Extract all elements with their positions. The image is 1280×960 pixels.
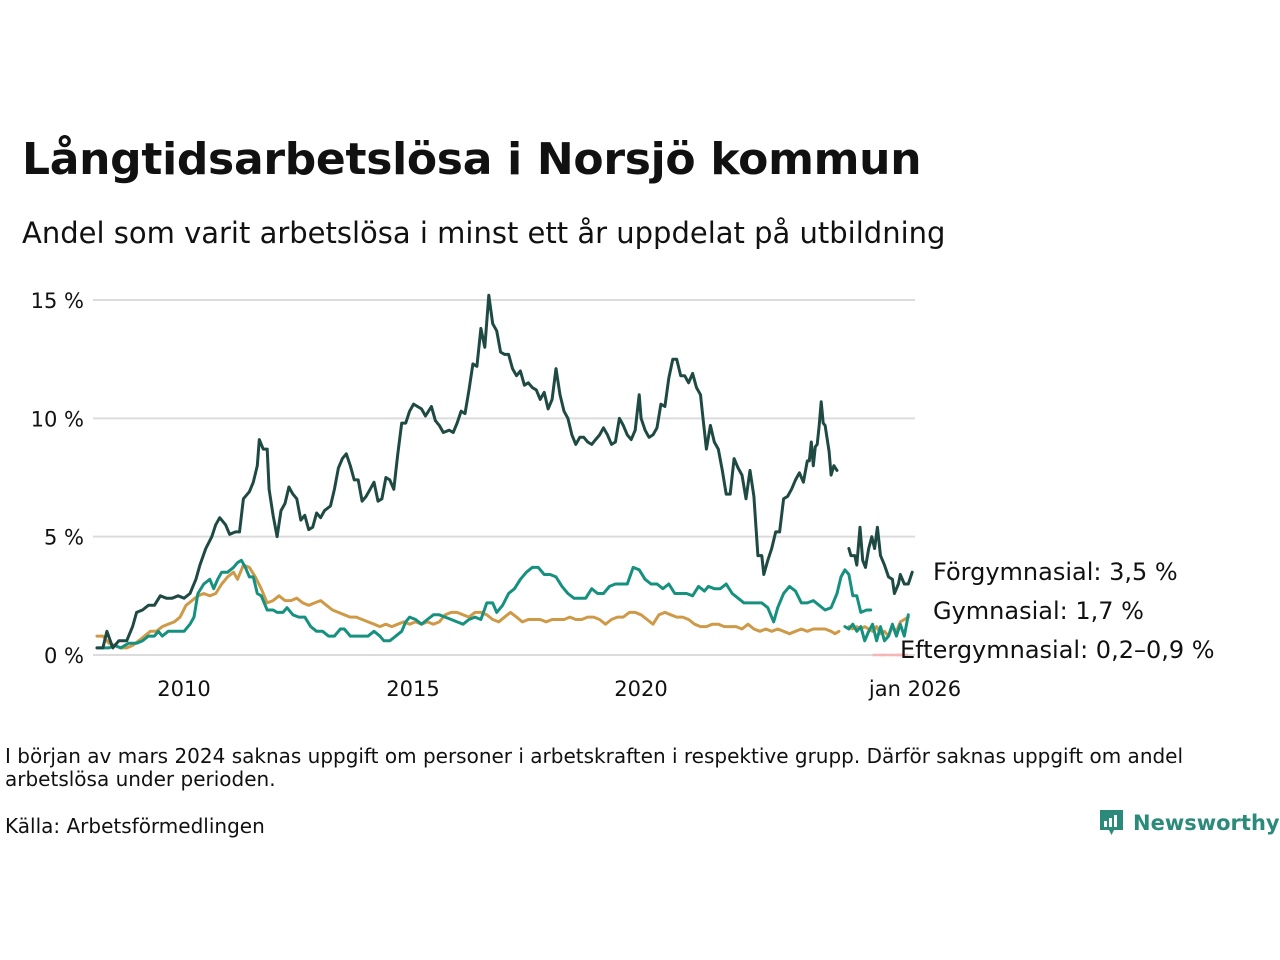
y-tick-label: 10 %: [31, 407, 84, 431]
end-label-eftergymnasial: Eftergymnasial: 0,2–0,9 %: [900, 636, 1215, 664]
series-lines: [95, 293, 914, 650]
x-tick-label: 2015: [386, 677, 439, 701]
end-label-forgymnasial: Förgymnasial: 3,5 %: [933, 558, 1178, 586]
gridlines: [93, 299, 915, 656]
x-tick-label: 2020: [614, 677, 667, 701]
page-title: Långtidsarbetslösa i Norsjö kommun: [22, 134, 922, 185]
brand-name: Newsworthy: [1133, 811, 1280, 835]
series-line-gymnasial: [95, 558, 910, 650]
source-text: Källa: Arbetsförmedlingen: [5, 814, 265, 838]
range-band: [896, 653, 909, 657]
y-tick-label: 0 %: [44, 644, 84, 668]
x-axis: 2010 2015 2020 jan 2026: [157, 677, 961, 701]
page-subtitle: Andel som varit arbetslösa i minst ett å…: [22, 216, 946, 250]
range-band: [880, 653, 893, 657]
end-labels: Förgymnasial: 3,5 % Gymnasial: 1,7 % Eft…: [900, 558, 1215, 664]
y-tick-label: 5 %: [44, 526, 84, 550]
x-tick-label: 2010: [157, 677, 210, 701]
x-tick-label: jan 2026: [868, 677, 961, 701]
y-axis: 0 % 5 % 10 % 15 %: [31, 289, 84, 668]
newsworthy-logo-icon: [1100, 810, 1123, 835]
footnote: I början av mars 2024 saknas uppgift om …: [5, 744, 1184, 791]
end-label-gymnasial: Gymnasial: 1,7 %: [933, 597, 1144, 625]
series-line-förgymnasial: [95, 293, 914, 650]
range-band: [872, 653, 885, 657]
line-chart: 0 % 5 % 10 % 15 % 2010 2015 2020 jan 2026 Förg…: [31, 289, 1215, 701]
range-bands: [872, 653, 909, 657]
y-tick-label: 15 %: [31, 289, 84, 313]
newsworthy-logo[interactable]: Newsworthy: [1098, 808, 1280, 838]
